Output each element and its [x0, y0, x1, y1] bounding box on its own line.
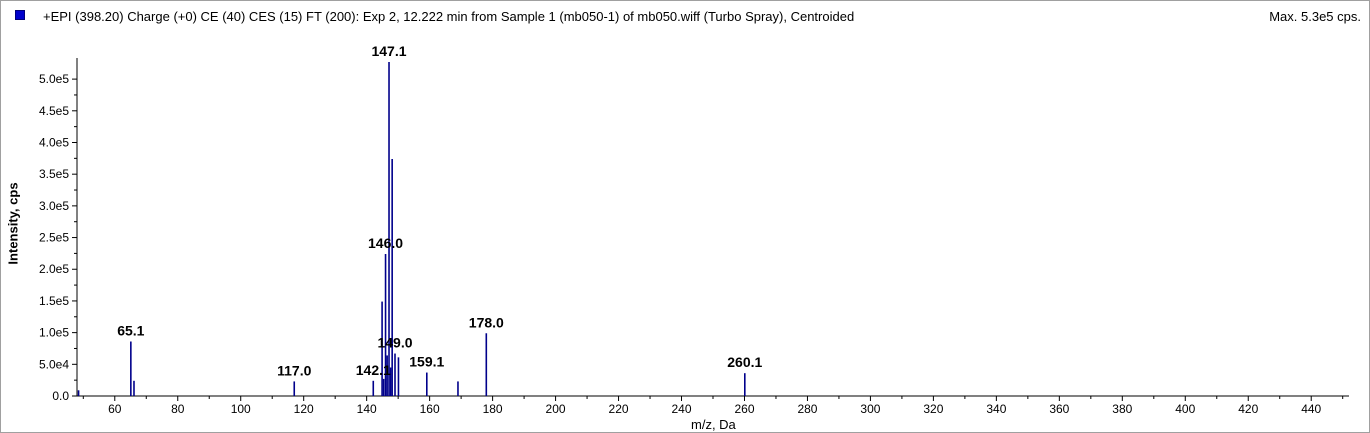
x-tick-label: 220 — [609, 402, 629, 416]
spectrum-title: +EPI (398.20) Charge (+0) CE (40) CES (1… — [43, 9, 855, 24]
peak-bars — [77, 62, 746, 396]
series-legend-swatch[interactable] — [15, 10, 25, 20]
peak-label: 146.0 — [368, 235, 403, 251]
x-tick-label: 60 — [108, 402, 122, 416]
y-tick-label: 1.0e5 — [39, 326, 69, 340]
x-tick-label: 440 — [1301, 402, 1321, 416]
y-tick-label: 2.0e5 — [39, 262, 69, 276]
peak-label: 147.1 — [371, 43, 406, 59]
y-tick-label: 1.5e5 — [39, 294, 69, 308]
y-tick-label: 3.5e5 — [39, 167, 69, 181]
x-tick-label: 340 — [986, 402, 1006, 416]
x-tick-label: 180 — [483, 402, 503, 416]
peak-label: 65.1 — [117, 322, 144, 338]
x-tick-label: 160 — [420, 402, 440, 416]
x-tick-label: 380 — [1112, 402, 1132, 416]
x-tick-label: 420 — [1238, 402, 1258, 416]
y-tick-label: 0.0 — [52, 389, 69, 403]
x-tick-label: 140 — [357, 402, 377, 416]
peak-label: 260.1 — [727, 354, 762, 370]
axes: 60 80 100 120 140 160 180 200 220 240 260 280 300 320… — [39, 58, 1349, 416]
peak-labels: 147.1 146.0 65.1 178.0 149.0 117.0 142.1 159.1 2… — [117, 43, 762, 378]
peak-label: 142.1 — [356, 362, 391, 378]
y-tick-label: 3.0e5 — [39, 199, 69, 213]
peak-label: 178.0 — [469, 314, 504, 330]
y-tick-label: 2.5e5 — [39, 231, 69, 245]
x-axis-label: m/z, Da — [691, 417, 736, 432]
max-intensity-label: Max. 5.3e5 cps. — [1269, 9, 1361, 24]
peak-label: 149.0 — [377, 335, 412, 351]
x-tick-label: 360 — [1049, 402, 1069, 416]
x-tick-label: 320 — [923, 402, 943, 416]
x-tick-label: 80 — [171, 402, 185, 416]
x-tick-label: 260 — [734, 402, 754, 416]
peak-label: 159.1 — [409, 354, 444, 370]
spectrum-header: +EPI (398.20) Charge (+0) CE (40) CES (1… — [1, 1, 1369, 31]
x-tick-label: 280 — [797, 402, 817, 416]
x-tick-label: 300 — [860, 402, 880, 416]
x-tick-label: 100 — [231, 402, 251, 416]
y-tick-label: 5.0e5 — [39, 72, 69, 86]
y-tick-label: 4.5e5 — [39, 104, 69, 118]
y-tick-label: 5.0e4 — [39, 357, 69, 371]
peak-label: 117.0 — [277, 362, 311, 378]
x-tick-label: 200 — [546, 402, 566, 416]
x-tick-label: 120 — [294, 402, 314, 416]
y-tick-label: 4.0e5 — [39, 135, 69, 149]
x-tick-label: 240 — [671, 402, 691, 416]
x-tick-label: 400 — [1175, 402, 1195, 416]
